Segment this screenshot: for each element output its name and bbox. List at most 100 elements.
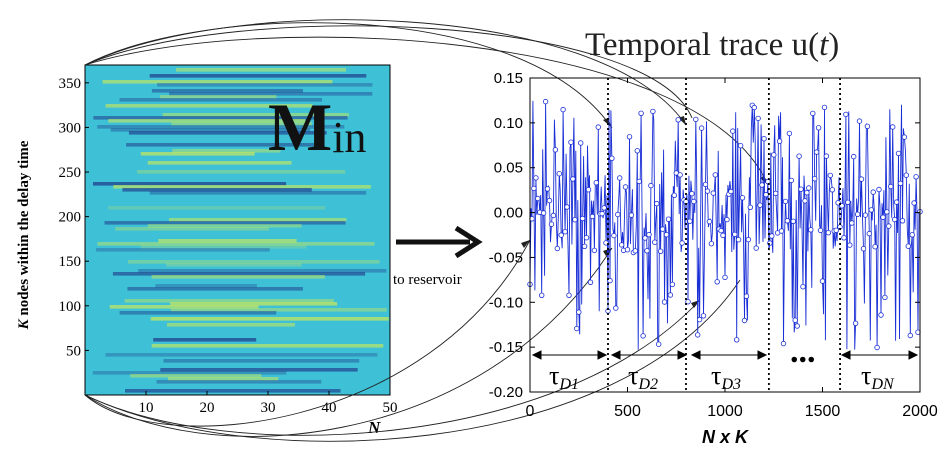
trace-point — [706, 218, 713, 225]
trace-x-ticks: 0 500 1000 1500 2000 — [526, 78, 938, 420]
heatmap-stripe — [96, 248, 270, 252]
heatmap-stripe — [130, 374, 262, 378]
heatmap-stripe — [160, 95, 277, 99]
trace-point — [661, 299, 668, 305]
trace-point — [595, 124, 601, 130]
trace-point — [745, 236, 752, 243]
heatmap-x-tick-label: 30 — [261, 400, 276, 416]
trace-point — [780, 340, 787, 347]
trace-point — [712, 172, 718, 178]
trace-point — [786, 130, 793, 137]
trace-point — [632, 248, 638, 254]
trace-point — [636, 178, 642, 185]
trace-x-tick-label: 2000 — [902, 403, 938, 420]
trace-y-ticks: 0.15 0.10 0.05 0.00 -0.05 -0.10 -0.15 -0.20 — [489, 70, 920, 401]
trace-point — [531, 185, 537, 192]
heatmap-stripe — [128, 131, 327, 135]
heatmap-stripe — [153, 338, 257, 342]
segment-label-n: τDN — [861, 361, 895, 393]
trace-point — [732, 231, 738, 238]
heatmap-y-tick-label: 250 — [59, 165, 82, 181]
trace-point — [583, 234, 590, 241]
trace-point — [882, 294, 888, 301]
trace-point — [568, 139, 574, 145]
heatmap-stripe — [157, 83, 373, 87]
heatmap-stripe — [124, 299, 334, 303]
heatmap-y-tick-label: 300 — [59, 120, 82, 136]
heatmap-x-ticks: 10 20 30 40 50 — [139, 391, 398, 416]
heatmap-y-tick-label: 200 — [59, 210, 82, 226]
trace-point — [609, 155, 615, 161]
trace-point — [825, 229, 832, 236]
heatmap-x-tick-label: 40 — [322, 400, 337, 416]
heatmap-y-label: K nodes within the delay time — [16, 140, 32, 330]
heatmap-stripe — [166, 263, 302, 267]
heatmap-stripe — [172, 149, 281, 153]
trace-point — [843, 111, 849, 118]
trace-point — [640, 333, 646, 339]
trace-point — [771, 152, 777, 158]
trace-point — [585, 186, 592, 193]
segment-label-1: τD1 — [549, 361, 579, 393]
trace-point — [895, 150, 902, 157]
heatmap-stripe — [170, 308, 387, 312]
trace-point — [730, 128, 736, 134]
trace-point — [574, 325, 580, 332]
heatmap-stripe — [155, 284, 257, 288]
heatmap-stripe — [147, 224, 302, 228]
trace-point — [763, 191, 769, 198]
trace-point — [734, 337, 740, 343]
trace-point — [854, 211, 861, 217]
trace-point — [544, 186, 551, 192]
heatmap-stripe — [151, 275, 325, 279]
trace-point — [642, 235, 648, 241]
trace-point — [556, 170, 562, 177]
heatmap-y-tick-label: 100 — [59, 299, 82, 315]
heatmap-frame — [84, 64, 391, 396]
trace-point — [876, 186, 882, 193]
trace-point — [827, 172, 833, 179]
trace-point — [677, 172, 683, 178]
heatmap-stripe — [140, 152, 255, 156]
trace-point — [587, 279, 594, 285]
trace-point — [720, 232, 726, 239]
trace-point — [755, 115, 761, 122]
heatmap-stripe — [171, 122, 312, 126]
heatmap-cells — [85, 65, 390, 395]
trace-point — [599, 210, 605, 217]
trace-point — [890, 124, 896, 130]
trace-point — [657, 248, 664, 254]
trace-point — [626, 134, 633, 140]
trace-point — [708, 240, 715, 247]
heatmap-stripe — [149, 74, 367, 78]
trace-point — [665, 216, 672, 222]
heatmap-stripe — [151, 89, 303, 93]
trace-line — [529, 100, 921, 350]
heatmap-stripe — [170, 302, 338, 306]
trace-point — [615, 211, 621, 218]
trace-series — [527, 98, 923, 351]
heatmap-stripe — [162, 113, 349, 117]
trace-point — [852, 320, 859, 326]
heatmap-stripe — [109, 305, 259, 309]
trace-point — [751, 104, 757, 111]
heatmap-stripe — [137, 170, 346, 174]
trace-point — [897, 180, 904, 187]
trace-point — [870, 189, 876, 195]
trace-x-tick-label: 500 — [614, 403, 641, 420]
trace-point — [874, 344, 880, 351]
heatmap-stripe — [169, 218, 347, 222]
heatmap-stripe — [122, 188, 312, 192]
trace-point — [819, 278, 826, 284]
trace-point — [542, 98, 549, 105]
trace-point — [540, 210, 547, 216]
trace-point — [769, 233, 775, 239]
trace-y-tick-label: 0.10 — [494, 115, 523, 132]
heatmap-x-tick-label: 20 — [200, 400, 215, 416]
heatmap-x-tick-label: 50 — [383, 400, 398, 416]
trace-point — [784, 218, 791, 224]
trace-point — [581, 243, 588, 249]
trace-point — [765, 178, 771, 185]
trace-point — [737, 142, 744, 149]
